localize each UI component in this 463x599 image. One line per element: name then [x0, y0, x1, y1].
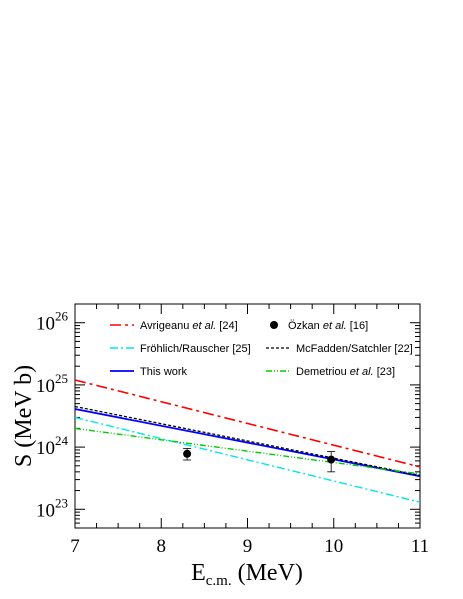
y-tick-label-exponent: 23: [55, 495, 68, 510]
y-tick-label-exponent: 25: [55, 371, 68, 386]
legend-label-part: [24]: [216, 320, 237, 332]
legend-label: Fröhlich/Rauscher [25]: [140, 343, 251, 355]
y-axis-label: S (MeV b): [11, 365, 37, 467]
legend-label: This work: [140, 366, 188, 378]
legend-label-part: et al.: [192, 320, 216, 332]
data-point: [183, 449, 192, 458]
y-tick-label: 1023: [36, 495, 68, 521]
legend-label-part: Özkan: [288, 320, 323, 332]
legend-label-part: Fröhlich/Rauscher [25]: [140, 343, 251, 355]
x-axis-label-unit: (MeV): [232, 560, 303, 586]
y-tick-label: 1024: [36, 433, 69, 459]
legend-label: McFadden/Satchler [22]: [296, 343, 413, 355]
series-line-mcfadden: [74, 405, 421, 477]
x-tick-label: 10: [324, 536, 343, 557]
y-tick-label-base: 10: [36, 500, 55, 521]
y-tick-label-base: 10: [36, 314, 55, 335]
y-tick-label-base: 10: [36, 438, 55, 459]
legend-label: Avrigeanu et al. [24]: [140, 320, 238, 332]
legend-label-part: [23]: [374, 366, 395, 378]
data-point: [327, 455, 336, 464]
legend-label: Demetriou et al. [23]: [296, 366, 395, 378]
x-tick-label: 9: [243, 536, 253, 557]
x-tick-label: 7: [70, 536, 80, 557]
legend-label-part: [16]: [347, 320, 368, 332]
legend-label-part: et al.: [350, 366, 374, 378]
x-tick-label: 8: [157, 536, 167, 557]
plot-frame: [74, 303, 421, 529]
legend-label-part: et al.: [323, 320, 347, 332]
legend-marker-points: [270, 321, 278, 329]
series-line-demetriou: [74, 427, 421, 475]
x-tick-label: 11: [411, 536, 429, 557]
x-axis-label-subscript: c.m.: [206, 573, 232, 589]
y-tick-label-base: 10: [36, 376, 55, 397]
y-tick-label: 1026: [36, 309, 69, 335]
y-tick-label-exponent: 26: [55, 309, 69, 324]
x-axis-label-main: E: [191, 560, 206, 586]
legend-label-part: Demetriou: [296, 366, 350, 378]
x-axis-label: Ec.m. (MeV): [191, 560, 303, 589]
series-line-thiswork: [74, 408, 421, 478]
legend-label: Özkan et al. [16]: [288, 320, 368, 332]
legend-label-part: McFadden/Satchler [22]: [296, 343, 413, 355]
legend-label-part: Avrigeanu: [140, 320, 192, 332]
series-lines: [74, 379, 421, 503]
series-line-avrigeanu: [74, 379, 421, 468]
legend: Avrigeanu et al. [24] Özkan et al. [16] Fr…: [110, 320, 413, 378]
data-points: [183, 448, 336, 473]
legend-label-part: This work: [140, 366, 188, 378]
y-tick-label-exponent: 24: [55, 433, 69, 448]
y-tick-label: 1025: [36, 371, 68, 397]
series-line-frohlich: [74, 416, 421, 503]
